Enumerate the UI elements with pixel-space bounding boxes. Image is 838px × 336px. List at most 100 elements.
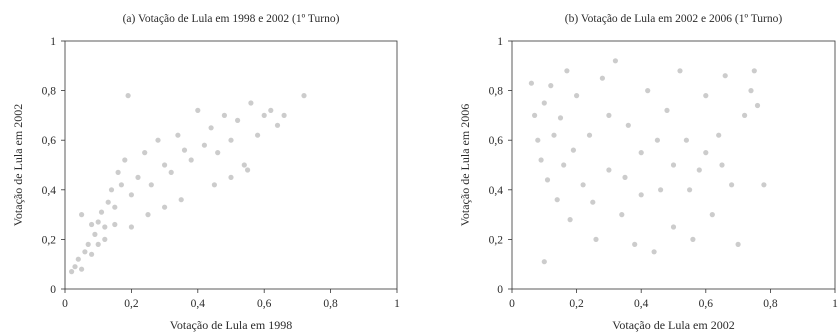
chart-a-data-point — [145, 212, 151, 218]
chart-b-data-point — [709, 212, 715, 218]
chart-b-data-point — [751, 68, 757, 74]
chart-b-y-axis-title: Votação de Lula em 2006 — [458, 104, 472, 226]
chart-b-data-point — [606, 112, 612, 118]
chart-b-data-point — [670, 162, 677, 168]
chart-b-y-tick-label: 1 — [497, 36, 503, 48]
chart-a-data-point — [261, 112, 267, 118]
chart-b-data-point — [683, 137, 690, 143]
chart-a-data-point — [122, 157, 128, 163]
chart-a-data-point — [215, 150, 221, 156]
chart-b-data-point — [554, 197, 560, 203]
chart-a-data-point — [211, 182, 217, 188]
chart-a-data-point — [102, 224, 108, 230]
chart-a-data-point — [112, 221, 118, 228]
chart-b-data-point — [580, 182, 586, 188]
chart-a-data-point — [85, 241, 91, 247]
chart-a-y-tick-label: 0,2 — [42, 234, 57, 246]
chart-b-y-tick-label: 0,4 — [489, 185, 504, 197]
chart-b-x-tick-label: 0,8 — [763, 298, 778, 310]
chart-b-x-axis-title: Votação de Lula em 2002 — [612, 318, 734, 332]
chart-b-data-point — [638, 150, 644, 156]
chart-a-title: (a) Votação de Lula em 1998 e 2002 (1º T… — [123, 13, 340, 25]
chart-a-data-point — [201, 142, 207, 148]
chart-a-y-axis-title: Votação de Lula em 2002 — [11, 104, 25, 226]
chart-b-data-point — [622, 174, 628, 180]
chart-a-data-point — [274, 122, 281, 128]
chart-a-data-point — [268, 107, 274, 113]
chart-b-data-point — [599, 75, 606, 81]
chart-b-data-point — [664, 107, 670, 113]
chart-a-data-point — [89, 221, 95, 228]
chart-b-data-point — [645, 88, 651, 94]
chart-a-data-point — [175, 132, 181, 138]
chart-b-data-point — [619, 212, 625, 218]
chart-b-data-point — [658, 187, 664, 193]
chart-a-data-point — [72, 264, 78, 270]
chart-a-data-point — [241, 162, 247, 168]
chart-b-data-point — [687, 187, 693, 193]
chart-a-x-tick-label: 0,8 — [323, 298, 338, 310]
chart-b-data-point — [574, 93, 580, 99]
chart-b-plot-frame — [511, 40, 836, 290]
chart-a-data-point — [148, 182, 154, 188]
chart-a-data-point — [235, 117, 241, 123]
chart-b-data-point — [541, 100, 547, 106]
chart-a-data-point — [79, 212, 85, 218]
chart-a-data-point — [115, 169, 121, 175]
chart-a-data-point — [118, 182, 124, 188]
chart-b-data-point — [703, 150, 709, 156]
chart-b-data-point — [754, 102, 761, 109]
chart-b-data-point — [593, 236, 599, 242]
chart-b-data-point — [544, 177, 551, 183]
chart-b-data-point — [606, 167, 612, 173]
chart-b-data-point — [719, 162, 725, 168]
chart-b-data-point — [528, 80, 535, 86]
chart-a-data-point — [162, 162, 168, 168]
chart-b-data-point — [557, 115, 564, 121]
chart-b-points — [528, 58, 767, 265]
chart-a-data-point — [82, 249, 88, 255]
chart-b-y-tick-label: 0,6 — [489, 135, 504, 147]
chart-a-y-tick-label: 0,6 — [42, 135, 57, 147]
chart-a-data-point — [168, 169, 174, 175]
chart-b-data-point — [570, 147, 577, 153]
chart-a-data-point — [162, 204, 168, 210]
chart-b-data-point — [590, 199, 596, 205]
chart-b-y-tick-label: 0,8 — [489, 86, 504, 98]
chart-a-data-point — [98, 209, 105, 215]
chart-a-data-point — [178, 197, 184, 203]
chart-a-data-point — [255, 132, 261, 138]
chart-b-data-point — [703, 93, 709, 99]
chart-b-data-point — [586, 132, 593, 138]
chart-b-data-point — [632, 241, 638, 247]
chart-b-data-point — [670, 224, 677, 230]
chart-b-data-point — [561, 162, 567, 168]
chart-a-data-point — [105, 199, 111, 205]
chart-a-data-point — [195, 107, 201, 113]
chart-a-data-point — [92, 231, 98, 237]
chart-b-x-tick-label: 0,2 — [569, 298, 584, 310]
chart-a-data-point — [228, 137, 234, 143]
chart-a-data-point — [89, 251, 95, 257]
chart-b-data-point — [651, 249, 657, 255]
chart-a-plot-frame — [64, 40, 398, 290]
chart-a-data-point — [208, 125, 214, 131]
chart-b-y-tick-label: 0 — [497, 284, 503, 296]
chart-a-data-point — [188, 157, 194, 163]
chart-a-y-tick-label: 0,8 — [42, 86, 57, 98]
chart-a-points — [69, 93, 307, 275]
chart-b-data-point — [654, 137, 661, 143]
chart-b-data-point — [535, 137, 541, 143]
chart-a-data-point — [102, 236, 108, 242]
chart-b-data-point — [564, 68, 570, 74]
chart-b-data-point — [638, 192, 644, 198]
chart-b-data-point — [532, 112, 538, 118]
chart-a-data-point — [69, 269, 75, 275]
chart-a-data-point — [128, 224, 134, 230]
chart-a-data-point — [248, 100, 254, 106]
chart-a-data-point — [245, 167, 251, 173]
chart-b-data-point — [761, 182, 767, 188]
chart-a-data-point — [228, 174, 234, 180]
chart-b-data-point — [677, 68, 683, 74]
chart-b-data-point — [548, 83, 554, 89]
